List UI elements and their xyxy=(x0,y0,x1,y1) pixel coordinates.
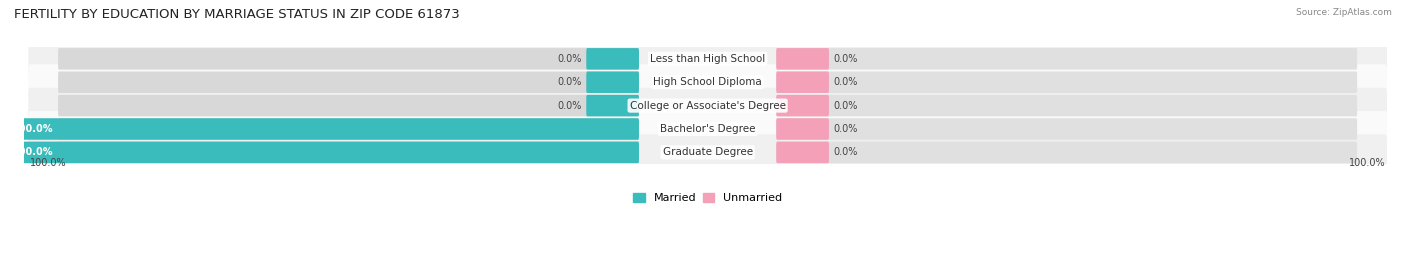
Text: Bachelor's Degree: Bachelor's Degree xyxy=(659,124,755,134)
FancyBboxPatch shape xyxy=(586,72,638,93)
Text: Graduate Degree: Graduate Degree xyxy=(662,147,752,157)
Text: 0.0%: 0.0% xyxy=(557,77,581,87)
Text: 100.0%: 100.0% xyxy=(30,158,66,168)
Text: 100.0%: 100.0% xyxy=(1348,158,1385,168)
FancyBboxPatch shape xyxy=(58,142,638,163)
Text: 0.0%: 0.0% xyxy=(834,147,858,157)
FancyBboxPatch shape xyxy=(776,142,830,163)
Text: 0.0%: 0.0% xyxy=(557,100,581,111)
FancyBboxPatch shape xyxy=(776,72,830,93)
Text: 0.0%: 0.0% xyxy=(834,77,858,87)
FancyBboxPatch shape xyxy=(776,48,830,70)
FancyBboxPatch shape xyxy=(776,95,830,116)
Text: College or Associate's Degree: College or Associate's Degree xyxy=(630,100,786,111)
FancyBboxPatch shape xyxy=(776,48,1357,70)
FancyBboxPatch shape xyxy=(0,142,638,163)
FancyBboxPatch shape xyxy=(776,95,1357,116)
Text: Source: ZipAtlas.com: Source: ZipAtlas.com xyxy=(1296,8,1392,17)
FancyBboxPatch shape xyxy=(58,72,638,93)
Legend: Married, Unmarried: Married, Unmarried xyxy=(634,193,782,203)
FancyBboxPatch shape xyxy=(776,118,1357,140)
Text: High School Diploma: High School Diploma xyxy=(654,77,762,87)
Text: Less than High School: Less than High School xyxy=(650,54,765,64)
Text: 100.0%: 100.0% xyxy=(13,124,53,134)
FancyBboxPatch shape xyxy=(58,48,638,70)
Text: 0.0%: 0.0% xyxy=(834,54,858,64)
Text: 100.0%: 100.0% xyxy=(13,147,53,157)
Text: 0.0%: 0.0% xyxy=(557,54,581,64)
FancyBboxPatch shape xyxy=(58,118,638,140)
FancyBboxPatch shape xyxy=(58,95,638,116)
FancyBboxPatch shape xyxy=(0,118,638,140)
Text: FERTILITY BY EDUCATION BY MARRIAGE STATUS IN ZIP CODE 61873: FERTILITY BY EDUCATION BY MARRIAGE STATU… xyxy=(14,8,460,21)
FancyBboxPatch shape xyxy=(776,118,830,140)
FancyBboxPatch shape xyxy=(28,88,1386,124)
FancyBboxPatch shape xyxy=(28,134,1386,170)
FancyBboxPatch shape xyxy=(586,95,638,116)
FancyBboxPatch shape xyxy=(28,111,1386,147)
FancyBboxPatch shape xyxy=(28,64,1386,100)
FancyBboxPatch shape xyxy=(776,72,1357,93)
FancyBboxPatch shape xyxy=(28,41,1386,77)
FancyBboxPatch shape xyxy=(586,48,638,70)
Text: 0.0%: 0.0% xyxy=(834,100,858,111)
FancyBboxPatch shape xyxy=(776,142,1357,163)
Text: 0.0%: 0.0% xyxy=(834,124,858,134)
